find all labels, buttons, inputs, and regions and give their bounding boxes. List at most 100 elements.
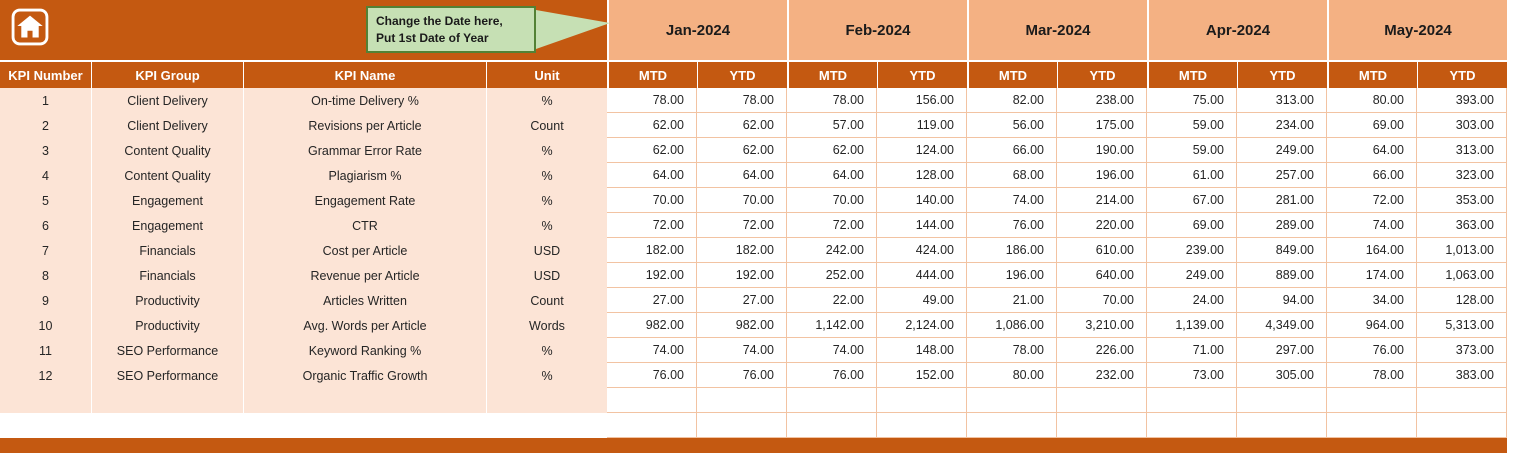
value-cell[interactable]: 76.00 xyxy=(607,363,697,388)
value-cell[interactable]: 238.00 xyxy=(1057,88,1147,113)
empty-value-cell[interactable] xyxy=(967,388,1057,413)
value-cell[interactable]: 27.00 xyxy=(697,288,787,313)
value-cell[interactable]: 70.00 xyxy=(697,188,787,213)
empty-value-cell[interactable] xyxy=(1417,413,1507,438)
empty-value-cell[interactable] xyxy=(787,388,877,413)
value-cell[interactable]: 186.00 xyxy=(967,238,1057,263)
value-cell[interactable]: 140.00 xyxy=(877,188,967,213)
value-cell[interactable]: 78.00 xyxy=(697,88,787,113)
value-cell[interactable]: 78.00 xyxy=(607,88,697,113)
value-cell[interactable]: 175.00 xyxy=(1057,113,1147,138)
home-button[interactable] xyxy=(10,8,50,49)
value-cell[interactable]: 70.00 xyxy=(787,188,877,213)
month-header-feb-2024[interactable]: Feb-2024 xyxy=(787,0,967,60)
value-cell[interactable]: 59.00 xyxy=(1147,113,1237,138)
value-cell[interactable]: 152.00 xyxy=(877,363,967,388)
value-cell[interactable]: 303.00 xyxy=(1417,113,1507,138)
value-cell[interactable]: 444.00 xyxy=(877,263,967,288)
value-cell[interactable]: 1,139.00 xyxy=(1147,313,1237,338)
value-cell[interactable]: 164.00 xyxy=(1327,238,1417,263)
value-cell[interactable]: 1,063.00 xyxy=(1417,263,1507,288)
value-cell[interactable]: 190.00 xyxy=(1057,138,1147,163)
value-cell[interactable]: 78.00 xyxy=(1327,363,1417,388)
value-cell[interactable]: 62.00 xyxy=(607,138,697,163)
value-cell[interactable]: 70.00 xyxy=(607,188,697,213)
month-header-may-2024[interactable]: May-2024 xyxy=(1327,0,1507,60)
value-cell[interactable]: 62.00 xyxy=(697,113,787,138)
empty-value-cell[interactable] xyxy=(787,413,877,438)
value-cell[interactable]: 849.00 xyxy=(1237,238,1327,263)
value-cell[interactable]: 252.00 xyxy=(787,263,877,288)
value-cell[interactable]: 70.00 xyxy=(1057,288,1147,313)
value-cell[interactable]: 72.00 xyxy=(787,213,877,238)
value-cell[interactable]: 72.00 xyxy=(1327,188,1417,213)
value-cell[interactable]: 57.00 xyxy=(787,113,877,138)
value-cell[interactable]: 76.00 xyxy=(1327,338,1417,363)
value-cell[interactable]: 1,142.00 xyxy=(787,313,877,338)
value-cell[interactable]: 196.00 xyxy=(967,263,1057,288)
empty-value-cell[interactable] xyxy=(697,413,787,438)
value-cell[interactable]: 249.00 xyxy=(1147,263,1237,288)
value-cell[interactable]: 119.00 xyxy=(877,113,967,138)
value-cell[interactable]: 74.00 xyxy=(967,188,1057,213)
value-cell[interactable]: 74.00 xyxy=(607,338,697,363)
value-cell[interactable]: 64.00 xyxy=(1327,138,1417,163)
value-cell[interactable]: 174.00 xyxy=(1327,263,1417,288)
empty-value-cell[interactable] xyxy=(607,413,697,438)
value-cell[interactable]: 27.00 xyxy=(607,288,697,313)
value-cell[interactable]: 281.00 xyxy=(1237,188,1327,213)
value-cell[interactable]: 313.00 xyxy=(1237,88,1327,113)
value-cell[interactable]: 74.00 xyxy=(1327,213,1417,238)
empty-value-cell[interactable] xyxy=(1147,388,1237,413)
value-cell[interactable]: 64.00 xyxy=(697,163,787,188)
value-cell[interactable]: 1,013.00 xyxy=(1417,238,1507,263)
value-cell[interactable]: 128.00 xyxy=(877,163,967,188)
value-cell[interactable]: 49.00 xyxy=(877,288,967,313)
empty-value-cell[interactable] xyxy=(877,388,967,413)
value-cell[interactable]: 80.00 xyxy=(1327,88,1417,113)
value-cell[interactable]: 353.00 xyxy=(1417,188,1507,213)
empty-value-cell[interactable] xyxy=(1237,388,1327,413)
value-cell[interactable]: 22.00 xyxy=(787,288,877,313)
value-cell[interactable]: 1,086.00 xyxy=(967,313,1057,338)
value-cell[interactable]: 124.00 xyxy=(877,138,967,163)
month-header-mar-2024[interactable]: Mar-2024 xyxy=(967,0,1147,60)
value-cell[interactable]: 297.00 xyxy=(1237,338,1327,363)
value-cell[interactable]: 74.00 xyxy=(697,338,787,363)
value-cell[interactable]: 62.00 xyxy=(607,113,697,138)
value-cell[interactable]: 982.00 xyxy=(607,313,697,338)
value-cell[interactable]: 257.00 xyxy=(1237,163,1327,188)
empty-value-cell[interactable] xyxy=(1057,413,1147,438)
empty-value-cell[interactable] xyxy=(607,388,697,413)
value-cell[interactable]: 2,124.00 xyxy=(877,313,967,338)
value-cell[interactable]: 5,313.00 xyxy=(1417,313,1507,338)
value-cell[interactable]: 889.00 xyxy=(1237,263,1327,288)
value-cell[interactable]: 78.00 xyxy=(787,88,877,113)
value-cell[interactable]: 76.00 xyxy=(697,363,787,388)
value-cell[interactable]: 66.00 xyxy=(1327,163,1417,188)
empty-value-cell[interactable] xyxy=(1237,413,1327,438)
value-cell[interactable]: 610.00 xyxy=(1057,238,1147,263)
value-cell[interactable]: 128.00 xyxy=(1417,288,1507,313)
value-cell[interactable]: 68.00 xyxy=(967,163,1057,188)
value-cell[interactable]: 323.00 xyxy=(1417,163,1507,188)
value-cell[interactable]: 59.00 xyxy=(1147,138,1237,163)
month-header-apr-2024[interactable]: Apr-2024 xyxy=(1147,0,1327,60)
value-cell[interactable]: 80.00 xyxy=(967,363,1057,388)
value-cell[interactable]: 24.00 xyxy=(1147,288,1237,313)
value-cell[interactable]: 305.00 xyxy=(1237,363,1327,388)
empty-value-cell[interactable] xyxy=(1147,413,1237,438)
value-cell[interactable]: 3,210.00 xyxy=(1057,313,1147,338)
value-cell[interactable]: 220.00 xyxy=(1057,213,1147,238)
value-cell[interactable]: 313.00 xyxy=(1417,138,1507,163)
value-cell[interactable]: 69.00 xyxy=(1327,113,1417,138)
value-cell[interactable]: 56.00 xyxy=(967,113,1057,138)
empty-value-cell[interactable] xyxy=(877,413,967,438)
value-cell[interactable]: 383.00 xyxy=(1417,363,1507,388)
empty-value-cell[interactable] xyxy=(1057,388,1147,413)
value-cell[interactable]: 363.00 xyxy=(1417,213,1507,238)
empty-value-cell[interactable] xyxy=(1327,388,1417,413)
value-cell[interactable]: 64.00 xyxy=(787,163,877,188)
value-cell[interactable]: 71.00 xyxy=(1147,338,1237,363)
value-cell[interactable]: 66.00 xyxy=(967,138,1057,163)
